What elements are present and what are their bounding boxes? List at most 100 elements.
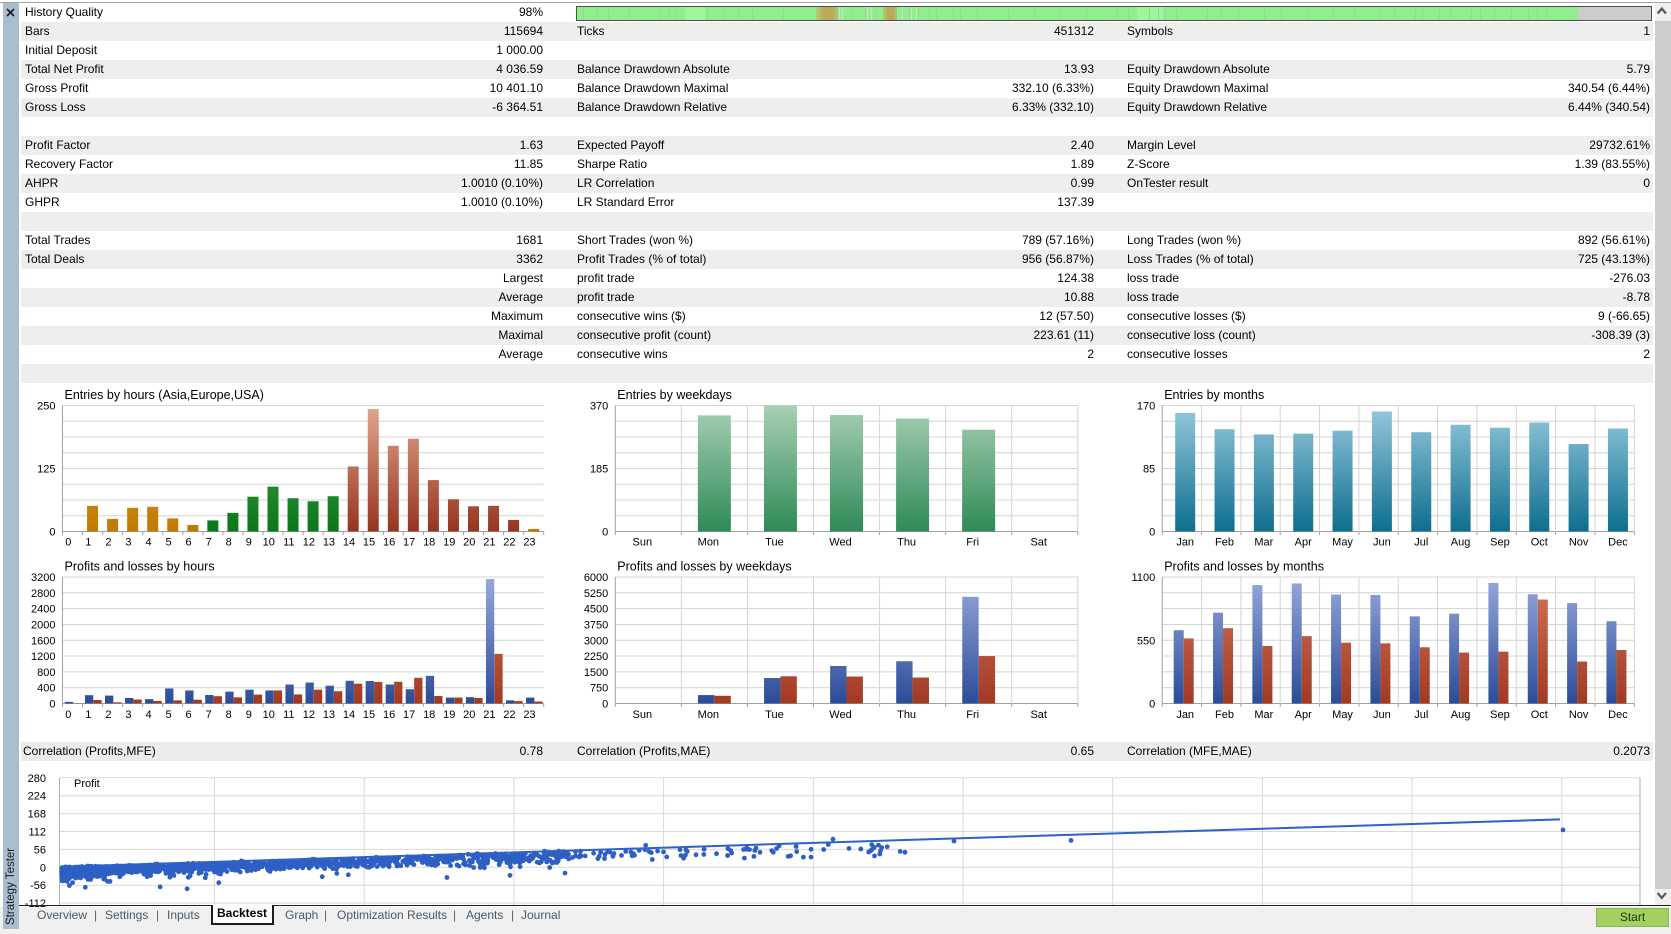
svg-text:Jan: Jan [1176, 709, 1194, 721]
svg-text:185: 185 [590, 464, 608, 476]
svg-text:Mon: Mon [698, 709, 719, 721]
svg-text:11: 11 [283, 709, 294, 721]
svg-text:4: 4 [145, 709, 151, 721]
svg-text:21: 21 [483, 709, 495, 721]
svg-text:18: 18 [423, 537, 435, 549]
svg-text:Feb: Feb [1215, 537, 1234, 549]
svg-text:0: 0 [602, 527, 608, 539]
svg-text:Wed: Wed [829, 709, 851, 721]
svg-text:Jun: Jun [1373, 709, 1391, 721]
svg-text:0: 0 [49, 699, 55, 711]
svg-text:550: 550 [1137, 635, 1155, 647]
svg-text:20: 20 [463, 709, 475, 721]
svg-text:19: 19 [443, 537, 455, 549]
svg-text:0: 0 [1149, 527, 1155, 539]
svg-text:Jan: Jan [1176, 537, 1194, 549]
svg-text:Tue: Tue [765, 709, 784, 721]
svg-text:10: 10 [263, 709, 275, 721]
svg-text:Oct: Oct [1531, 709, 1548, 721]
svg-text:21: 21 [483, 537, 495, 549]
svg-text:400: 400 [37, 683, 55, 695]
svg-text:9: 9 [246, 709, 252, 721]
svg-text:2400: 2400 [31, 604, 55, 616]
svg-text:Mar: Mar [1254, 537, 1273, 549]
svg-text:Apr: Apr [1295, 537, 1312, 549]
svg-text:19: 19 [443, 709, 455, 721]
svg-text:125: 125 [37, 464, 55, 476]
svg-text:Jun: Jun [1373, 537, 1391, 549]
svg-text:1: 1 [85, 709, 91, 721]
svg-text:3750: 3750 [584, 619, 608, 631]
svg-text:20: 20 [463, 537, 475, 549]
svg-text:Profits and losses by hours: Profits and losses by hours [65, 560, 215, 574]
svg-text:12: 12 [303, 709, 315, 721]
svg-text:3: 3 [125, 537, 131, 549]
svg-text:16: 16 [383, 709, 395, 721]
svg-text:0: 0 [1149, 699, 1155, 711]
svg-text:Nov: Nov [1569, 709, 1589, 721]
svg-text:2800: 2800 [31, 588, 55, 600]
svg-text:12: 12 [303, 537, 315, 549]
svg-text:Entries by hours (Asia,Europe,: Entries by hours (Asia,Europe,USA) [65, 388, 264, 402]
svg-text:170: 170 [1137, 401, 1155, 413]
svg-text:6: 6 [186, 709, 192, 721]
svg-text:8: 8 [226, 537, 232, 549]
svg-text:Fri: Fri [966, 709, 979, 721]
svg-text:280: 280 [28, 773, 46, 785]
svg-text:6000: 6000 [584, 572, 608, 584]
svg-text:Feb: Feb [1215, 709, 1234, 721]
svg-text:Profit: Profit [74, 778, 100, 790]
svg-text:800: 800 [37, 667, 55, 679]
svg-text:15: 15 [363, 537, 375, 549]
svg-text:4500: 4500 [584, 604, 608, 616]
svg-text:3200: 3200 [31, 572, 55, 584]
svg-text:14: 14 [343, 537, 355, 549]
svg-text:Jul: Jul [1414, 537, 1428, 549]
svg-text:0: 0 [65, 537, 71, 549]
svg-text:6: 6 [186, 537, 192, 549]
svg-text:Dec: Dec [1608, 537, 1628, 549]
svg-text:0: 0 [49, 527, 55, 539]
svg-text:14: 14 [343, 709, 355, 721]
svg-text:16: 16 [383, 537, 395, 549]
svg-text:Sep: Sep [1490, 709, 1510, 721]
svg-text:Sun: Sun [633, 709, 653, 721]
svg-text:11: 11 [283, 537, 294, 549]
svg-text:Mon: Mon [698, 537, 719, 549]
svg-text:56: 56 [34, 844, 46, 856]
svg-text:370: 370 [590, 401, 608, 413]
svg-text:7: 7 [206, 709, 212, 721]
svg-text:5250: 5250 [584, 588, 608, 600]
svg-text:-56: -56 [30, 880, 46, 892]
svg-text:Entries by weekdays: Entries by weekdays [617, 388, 732, 402]
svg-text:Sep: Sep [1490, 537, 1510, 549]
svg-text:2000: 2000 [31, 619, 55, 631]
svg-text:Mar: Mar [1254, 709, 1273, 721]
svg-text:13: 13 [323, 709, 335, 721]
svg-text:9: 9 [246, 537, 252, 549]
svg-text:May: May [1332, 709, 1353, 721]
svg-text:250: 250 [37, 401, 55, 413]
svg-text:Wed: Wed [829, 537, 851, 549]
svg-text:Dec: Dec [1608, 709, 1628, 721]
svg-text:Jul: Jul [1414, 709, 1428, 721]
svg-text:Aug: Aug [1451, 709, 1471, 721]
svg-text:0: 0 [40, 862, 46, 874]
svg-text:22: 22 [503, 709, 515, 721]
svg-text:May: May [1332, 537, 1353, 549]
svg-text:17: 17 [403, 537, 415, 549]
svg-text:5: 5 [165, 709, 171, 721]
svg-text:5: 5 [165, 537, 171, 549]
svg-text:2: 2 [105, 709, 111, 721]
svg-text:17: 17 [403, 709, 415, 721]
svg-text:18: 18 [423, 709, 435, 721]
svg-text:3: 3 [125, 709, 131, 721]
svg-text:0: 0 [602, 699, 608, 711]
svg-text:-112: -112 [25, 898, 46, 910]
svg-text:Profits and losses by months: Profits and losses by months [1164, 560, 1324, 574]
svg-text:Sat: Sat [1030, 537, 1047, 549]
svg-text:Tue: Tue [765, 537, 784, 549]
svg-text:23: 23 [523, 709, 535, 721]
svg-text:Sun: Sun [633, 537, 653, 549]
svg-text:Sat: Sat [1030, 709, 1047, 721]
